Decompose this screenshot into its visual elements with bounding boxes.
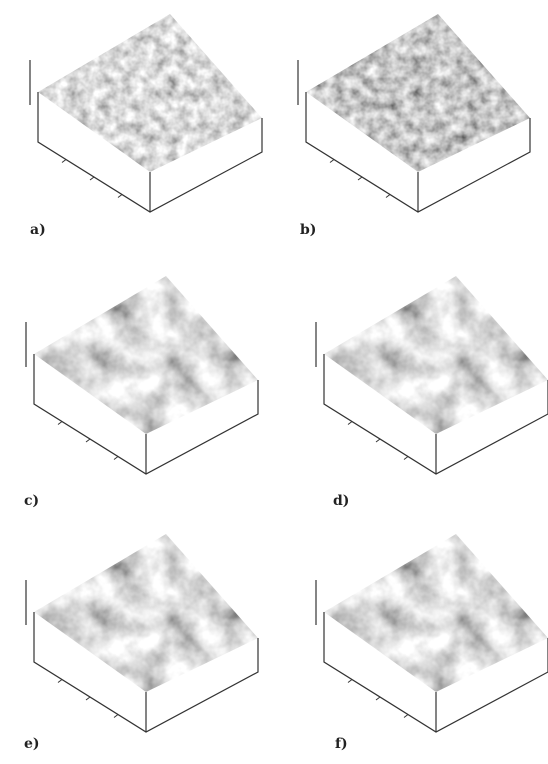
surface xyxy=(34,276,258,434)
axis-tick xyxy=(57,679,63,683)
afm-panel xyxy=(315,534,548,733)
afm-panel xyxy=(25,534,259,733)
panel-label: b) xyxy=(300,222,316,238)
axis-tick xyxy=(357,176,363,181)
axis-tick xyxy=(347,679,353,683)
axis-tick xyxy=(117,194,123,198)
axis-tick xyxy=(347,421,353,425)
axis-tick xyxy=(113,456,119,460)
axis-tick xyxy=(403,456,409,460)
axis-tick xyxy=(85,696,91,701)
panel-label: d) xyxy=(333,493,349,509)
surface xyxy=(34,534,258,692)
surface xyxy=(38,14,262,172)
panel-label: c) xyxy=(24,493,39,509)
surface xyxy=(324,534,548,692)
panel-label: a) xyxy=(30,222,46,238)
axis-tick xyxy=(375,438,381,443)
axis-tick xyxy=(329,159,335,163)
panel-label: e) xyxy=(24,736,40,752)
afm-panel xyxy=(315,276,548,475)
axis-tick xyxy=(61,159,67,163)
axis-tick xyxy=(89,176,95,181)
afm-panel xyxy=(29,14,263,213)
surface xyxy=(306,14,530,172)
surface xyxy=(324,276,548,434)
axis-tick xyxy=(113,714,119,718)
axis-tick xyxy=(403,714,409,718)
axis-tick xyxy=(385,194,391,198)
panel-label: f) xyxy=(335,736,348,752)
axis-tick xyxy=(375,696,381,701)
afm-panel xyxy=(25,276,259,475)
axis-tick xyxy=(57,421,63,425)
axis-tick xyxy=(85,438,91,443)
afm-panel xyxy=(297,14,531,213)
